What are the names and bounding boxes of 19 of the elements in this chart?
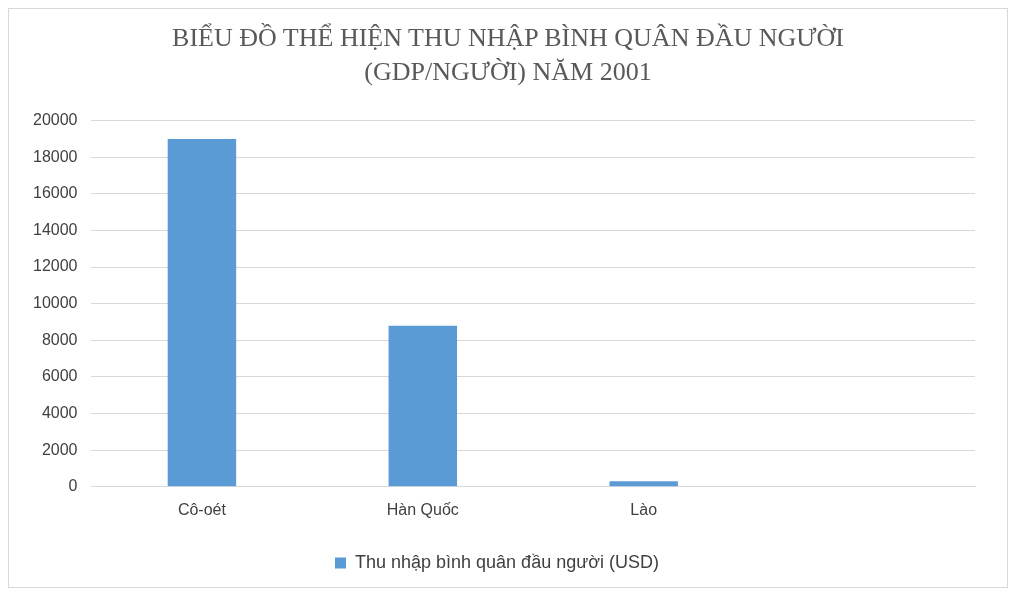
- y-tick-label: 18000: [32, 147, 78, 165]
- x-tick-label: Cô-oét: [177, 500, 227, 518]
- y-tick-label: 16000: [32, 184, 78, 202]
- y-tick-label: 12000: [32, 257, 78, 275]
- y-tick-label: 2000: [41, 440, 78, 458]
- y-tick-label: 0: [68, 477, 78, 495]
- bar: [388, 325, 458, 487]
- legend-label: Thu nhập bình quân đầu người (USD): [354, 551, 660, 572]
- y-tick-label: 14000: [32, 220, 78, 238]
- bar: [609, 481, 678, 487]
- y-tick-label: 20000: [32, 111, 78, 129]
- bar: [167, 138, 237, 487]
- y-tick-label: 6000: [41, 367, 78, 385]
- y-tick-label: 8000: [41, 330, 78, 348]
- chart-title: BIỂU ĐỒ THỂ HIỆN THU NHẬP BÌNH QUÂN ĐẦU NGƯỜI (GDP/NGƯỜI) NĂM 2001: [171, 22, 845, 88]
- x-tick-label: Lào: [630, 500, 658, 518]
- y-tick-label: 10000: [32, 294, 78, 312]
- y-tick-label: 4000: [41, 403, 78, 421]
- x-tick-label: Hàn Quốc: [386, 500, 459, 518]
